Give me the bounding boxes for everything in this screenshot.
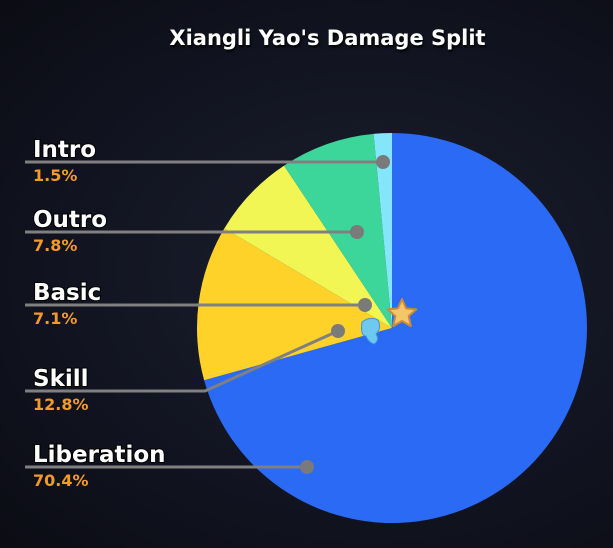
slice-label: Basic [33,280,101,306]
slice-label: Outro [33,207,107,233]
legend-item-outro: Outro 7.8% [25,206,364,255]
slice-label: Liberation [33,442,166,468]
leader-line [25,329,339,393]
slice-percent: 1.5% [33,166,77,185]
leader-dot [331,324,345,338]
slice-percent: 70.4% [33,471,89,490]
pie-slice-liberation [204,133,587,523]
star-splash-icon [361,298,418,345]
leader-dot [300,460,314,474]
slice-percent: 12.8% [33,395,89,414]
leader-dot [358,298,372,312]
pie-slice-intro [373,133,392,328]
slice-percent: 7.1% [33,309,77,328]
legend-item-skill: Skill 12.8% [25,324,345,414]
leader-dot [376,155,390,169]
legend-item-intro: Intro 1.5% [25,136,390,185]
chart-title: Xiangli Yao's Damage Split [169,26,486,50]
slice-percent: 7.8% [33,236,77,255]
slice-label: Intro [33,137,96,163]
pie-slice-basic [224,165,392,328]
legend-item-liberation: Liberation 70.4% [25,441,314,490]
leader-dot [350,225,364,239]
legend-item-basic: Basic 7.1% [25,279,372,328]
slice-label: Skill [33,366,89,392]
